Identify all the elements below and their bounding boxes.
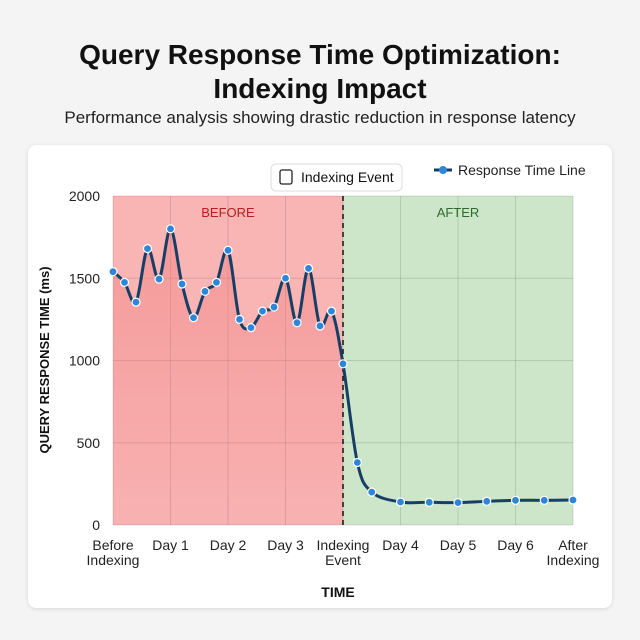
x-tick-label: Before — [92, 537, 133, 553]
x-axis-title: TIME — [321, 584, 354, 600]
data-point — [131, 297, 141, 307]
data-point — [119, 277, 130, 287]
data-point — [211, 277, 222, 287]
data-point — [395, 497, 406, 507]
data-point — [280, 273, 291, 283]
data-point — [188, 313, 199, 323]
title-line-2: Indexing Impact — [213, 73, 427, 104]
index-icon — [279, 169, 293, 185]
data-point — [108, 267, 118, 277]
y-tick-label: 500 — [77, 435, 101, 451]
legend-label: Response Time Line — [458, 162, 586, 178]
x-tick-label: Day 3 — [267, 537, 304, 553]
data-point — [424, 497, 434, 507]
region-label: BEFORE — [201, 205, 255, 220]
y-axis-title: QUERY RESPONSE TIME (ms) — [37, 266, 52, 453]
y-tick-label: 1000 — [69, 353, 100, 369]
x-tick-label: After — [558, 537, 588, 553]
data-point — [539, 495, 549, 505]
data-point — [568, 495, 578, 505]
chart-subtitle: Performance analysis showing drastic red… — [64, 108, 576, 127]
data-point — [326, 306, 337, 316]
x-tick-label: Indexing — [87, 552, 140, 568]
title-line-1: Query Response Time Optimization: — [79, 39, 561, 70]
region-label: AFTER — [437, 205, 480, 220]
data-point — [165, 224, 176, 234]
data-point — [292, 318, 302, 328]
indexing-event-label: Indexing Event — [301, 169, 394, 185]
data-point — [352, 457, 362, 468]
data-point — [142, 244, 153, 254]
data-point — [257, 306, 268, 316]
region-after — [343, 196, 573, 525]
data-point — [269, 302, 279, 312]
y-tick-label: 1500 — [69, 270, 100, 286]
x-tick-label: Day 4 — [382, 537, 419, 553]
data-point — [234, 314, 245, 324]
data-point — [246, 323, 256, 333]
x-tick-label: Indexing — [317, 537, 370, 553]
data-point — [303, 263, 314, 273]
data-point — [338, 359, 348, 369]
data-point — [177, 279, 187, 289]
x-tick-label: Event — [325, 552, 361, 568]
data-point — [367, 487, 377, 497]
data-point — [223, 245, 233, 255]
indexing-event-badge — [270, 163, 403, 192]
before-area-fill — [113, 228, 343, 526]
x-tick-label: Day 5 — [440, 537, 477, 553]
y-tick-label: 0 — [92, 517, 100, 533]
data-point — [453, 498, 463, 508]
x-tick-label: Day 2 — [210, 537, 247, 553]
data-point — [200, 286, 210, 297]
x-tick-label: Indexing — [547, 552, 600, 568]
x-tick-label: Day 6 — [497, 537, 534, 553]
x-tick-label: Day 1 — [152, 537, 189, 553]
data-point — [315, 321, 325, 331]
y-tick-label: 2000 — [69, 188, 100, 204]
data-point — [154, 274, 164, 284]
data-point — [482, 496, 492, 506]
legend-marker-icon — [439, 166, 447, 174]
data-point — [510, 495, 521, 505]
chart-title: Query Response Time Optimization: Indexin… — [0, 38, 640, 106]
